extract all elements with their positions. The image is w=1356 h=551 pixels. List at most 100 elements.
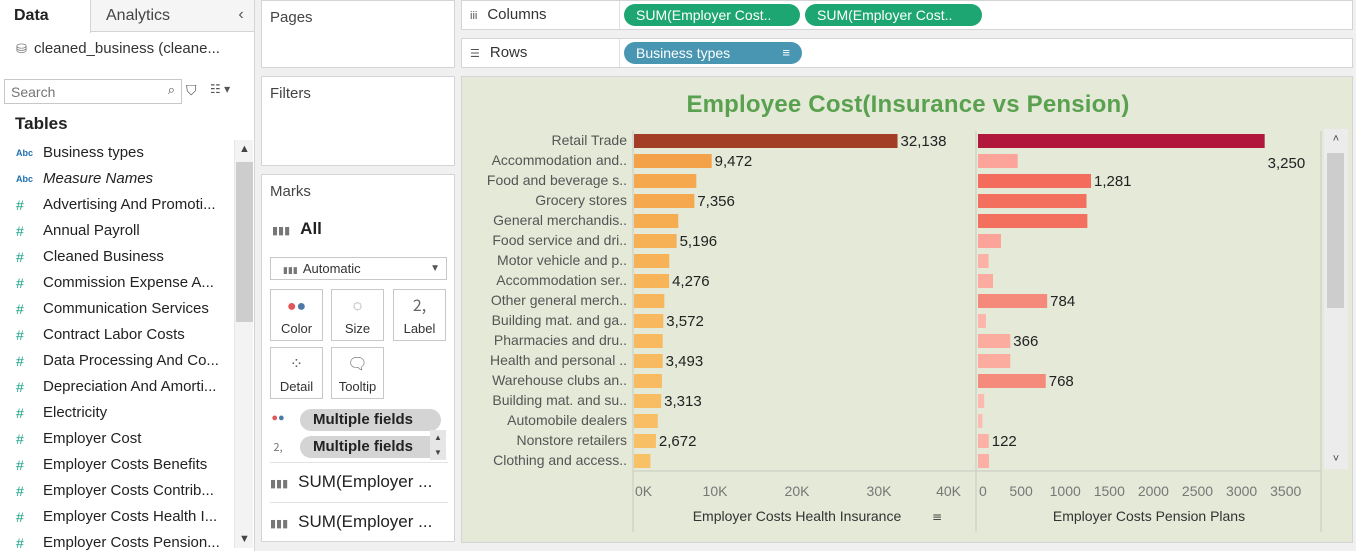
- pension-bar: [978, 314, 986, 328]
- marks-all-tab[interactable]: ▮▮▮ All: [272, 219, 322, 239]
- label-label: Label: [403, 321, 436, 336]
- field-item[interactable]: # Employer Costs Benefits: [0, 452, 234, 478]
- pages-shelf[interactable]: Pages: [261, 0, 455, 68]
- field-item[interactable]: # Employer Costs Pension...: [0, 530, 234, 551]
- label-encoding-row: 🄃 Multiple fields: [270, 436, 445, 458]
- field-item[interactable]: Abc Measure Names: [0, 166, 234, 192]
- pension-bar: [978, 154, 1018, 168]
- marks-measure-card-1[interactable]: ▮▮▮ SUM(Employer ...: [270, 462, 448, 500]
- search-input[interactable]: [5, 80, 155, 103]
- chart: Retail Trade Accommodation and.. Food and …: [474, 131, 1322, 532]
- pension-tick-label: 2000: [1138, 483, 1169, 499]
- field-item[interactable]: # Data Processing And Co...: [0, 348, 234, 374]
- label-button[interactable]: 🄃 Label: [393, 289, 446, 341]
- field-name: Employer Costs Contrib...: [43, 482, 214, 499]
- measure-type-icon: #: [16, 197, 24, 213]
- mark-type-dropdown[interactable]: ▮▮▮ Automatic ▼: [270, 257, 447, 280]
- field-name: Depreciation And Amorti...: [43, 378, 217, 395]
- rows-icon: ☰: [470, 48, 480, 60]
- tab-data[interactable]: Data: [0, 0, 91, 33]
- collapse-pane-icon[interactable]: ‹: [238, 6, 244, 23]
- scroll-down-icon[interactable]: ▼: [239, 533, 250, 545]
- insurance-data-label: 3,493: [666, 353, 704, 370]
- insurance-bar: [634, 134, 898, 148]
- bar-chart-icon: ▮▮▮: [270, 518, 289, 530]
- filters-shelf[interactable]: Filters: [261, 76, 455, 166]
- category-label: Nonstore retailers: [517, 432, 628, 448]
- viz-title: Employee Cost(Insurance vs Pension): [686, 91, 1130, 118]
- scroll-up-icon[interactable]: ▲: [239, 143, 250, 155]
- label-encoding-pill[interactable]: Multiple fields: [300, 436, 441, 458]
- measure-type-icon: #: [16, 301, 24, 317]
- color-button[interactable]: ●● Color: [270, 289, 323, 341]
- datasource-item[interactable]: ⛁ cleaned_business (cleane...: [16, 38, 251, 60]
- rows-shelf[interactable]: ☰ Rows Business types ≡: [461, 38, 1353, 68]
- pension-bar: [978, 174, 1091, 188]
- field-search[interactable]: ⌕: [4, 79, 182, 104]
- pages-title: Pages: [270, 9, 313, 26]
- marks-measure-card-2[interactable]: ▮▮▮ SUM(Employer ...: [270, 502, 448, 540]
- color-dots-icon: ●●: [271, 412, 285, 424]
- field-item[interactable]: # Communication Services: [0, 296, 234, 322]
- category-label: Motor vehicle and p..: [497, 252, 627, 268]
- field-name: Employer Costs Pension...: [43, 534, 220, 551]
- tab-analytics[interactable]: Analytics: [106, 7, 171, 24]
- scroll-down-icon[interactable]: ˅: [1332, 453, 1340, 465]
- insurance-tick-label: 30K: [867, 483, 893, 499]
- insurance-bar: [634, 454, 651, 468]
- rows-pill-business-types[interactable]: Business types ≡: [624, 42, 802, 64]
- scroll-thumb[interactable]: [236, 162, 253, 322]
- category-label: Clothing and access..: [493, 452, 627, 468]
- scroll-thumb[interactable]: [1327, 153, 1344, 308]
- measure-type-icon: #: [16, 457, 24, 473]
- insurance-axis-title: Employer Costs Health Insurance: [693, 508, 902, 524]
- field-item[interactable]: # Depreciation And Amorti...: [0, 374, 234, 400]
- view-options-icon[interactable]: ☷ ▾: [210, 82, 231, 96]
- field-item[interactable]: # Cleaned Business: [0, 244, 234, 270]
- scroll-down-icon[interactable]: ▼: [434, 448, 442, 457]
- pension-bar: [978, 454, 990, 468]
- category-label: Warehouse clubs an..: [492, 372, 627, 388]
- sort-descending-icon[interactable]: ≡: [782, 45, 790, 60]
- field-item[interactable]: # Employer Cost: [0, 426, 234, 452]
- field-list-scrollbar[interactable]: ▲ ▼: [234, 140, 253, 548]
- string-type-icon: Abc: [16, 174, 34, 184]
- label-icon: 🄃: [272, 442, 284, 454]
- scroll-up-icon[interactable]: ▲: [434, 433, 442, 442]
- insurance-bar: [634, 334, 663, 348]
- insurance-bar: [634, 394, 662, 408]
- insurance-data-label: 2,672: [659, 433, 697, 450]
- tooltip-button[interactable]: 🗨 Tooltip: [331, 347, 384, 399]
- columns-pill-health-insurance[interactable]: SUM(Employer Cost..: [624, 4, 800, 26]
- pension-data-label: 3,250: [1268, 155, 1306, 172]
- columns-icon: iii: [470, 10, 478, 22]
- field-item[interactable]: # Electricity: [0, 400, 234, 426]
- columns-shelf[interactable]: iii Columns SUM(Employer Cost.. SUM(Emplo…: [461, 0, 1353, 30]
- insurance-tick-label: 20K: [785, 483, 811, 499]
- datasource-icon: ⛁: [16, 41, 27, 56]
- size-button[interactable]: ◌ Size: [331, 289, 384, 341]
- field-item[interactable]: # Contract Labor Costs: [0, 322, 234, 348]
- columns-pill-pension[interactable]: SUM(Employer Cost..: [805, 4, 982, 26]
- category-label: Building mat. and ga..: [492, 312, 627, 328]
- pension-bar: [978, 334, 1011, 348]
- field-item[interactable]: # Annual Payroll: [0, 218, 234, 244]
- bar-chart-icon: ▮▮▮: [270, 478, 289, 490]
- bar-chart-icon: ▮▮▮: [283, 265, 298, 275]
- color-encoding-pill[interactable]: Multiple fields: [300, 409, 441, 431]
- field-item[interactable]: Abc Business types: [0, 140, 234, 166]
- insurance-tick-label: 10K: [703, 483, 729, 499]
- field-item[interactable]: # Commission Expense A...: [0, 270, 234, 296]
- measure-type-icon: #: [16, 249, 24, 265]
- detail-button[interactable]: ⁘ Detail: [270, 347, 323, 399]
- field-item[interactable]: # Advertising And Promoti...: [0, 192, 234, 218]
- field-name: Business types: [43, 144, 144, 161]
- marks-scrollbar[interactable]: ▲ ▼: [430, 430, 446, 460]
- scroll-up-icon[interactable]: ˄: [1332, 133, 1340, 145]
- view-scrollbar[interactable]: ˄ ˅: [1324, 129, 1348, 469]
- marks-title: Marks: [270, 183, 311, 200]
- pension-tick-label: 1500: [1094, 483, 1125, 499]
- filter-icon[interactable]: ⛉: [186, 82, 197, 98]
- field-item[interactable]: # Employer Costs Contrib...: [0, 478, 234, 504]
- field-item[interactable]: # Employer Costs Health I...: [0, 504, 234, 530]
